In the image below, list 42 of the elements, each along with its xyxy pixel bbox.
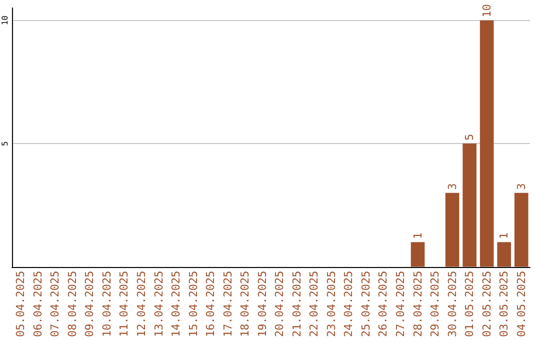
x-tick-label: 19.04.2025	[256, 270, 269, 338]
x-tick-label: 03.05.2025	[498, 270, 511, 338]
x-tick-label: 08.04.2025	[66, 270, 79, 338]
x-tick-label: 20.04.2025	[273, 270, 286, 338]
x-tick-label: 25.04.2025	[359, 270, 372, 338]
bar	[462, 144, 476, 267]
data-label: 10	[480, 4, 494, 18]
bar	[410, 242, 425, 267]
bar	[497, 242, 512, 267]
x-tick-label: 14.04.2025	[170, 270, 183, 338]
x-tick-label: 28.04.2025	[411, 270, 424, 338]
data-label: 1	[411, 232, 424, 240]
x-tick-label: 11.04.2025	[118, 270, 131, 338]
data-label: 3	[446, 183, 459, 190]
data-label: 1	[498, 232, 511, 240]
data-label: 5	[463, 134, 476, 141]
x-tick-label: 17.04.2025	[221, 270, 234, 338]
x-tick-label: 15.04.2025	[186, 270, 200, 338]
x-tick-label: 04.05.2025	[514, 270, 528, 338]
x-tick-label: 10.04.2025	[100, 270, 114, 338]
x-tick-label: 05.04.2025	[14, 270, 28, 338]
x-tick-label: 22.04.2025	[308, 270, 321, 338]
x-tick-label: 02.05.2025	[480, 270, 494, 338]
x-tick-label: 12.04.2025	[135, 270, 148, 338]
x-tick-label: 24.04.2025	[342, 270, 356, 338]
bar	[480, 20, 494, 267]
bar	[514, 192, 528, 267]
x-tick-label: 21.04.2025	[290, 270, 304, 338]
x-tick-label: 09.04.2025	[83, 270, 96, 338]
x-tick-label: 29.04.2025	[428, 270, 442, 338]
x-tick-label: 27.04.2025	[394, 270, 407, 338]
x-tick-label: 16.04.2025	[204, 270, 218, 338]
x-tick-label: 06.04.2025	[31, 270, 44, 338]
data-label: 3	[514, 183, 528, 190]
x-tick-label: 07.04.2025	[48, 270, 62, 338]
x-tick-label: 23.04.2025	[324, 270, 338, 338]
x-tick-label: 01.05.2025	[463, 270, 476, 338]
x-tick-label: 26.04.2025	[376, 270, 390, 338]
bar	[445, 192, 460, 267]
x-tick-label: 18.04.2025	[238, 270, 252, 338]
x-tick-label: 13.04.2025	[152, 270, 166, 338]
x-tick-label: 30.04.2025	[446, 270, 459, 338]
